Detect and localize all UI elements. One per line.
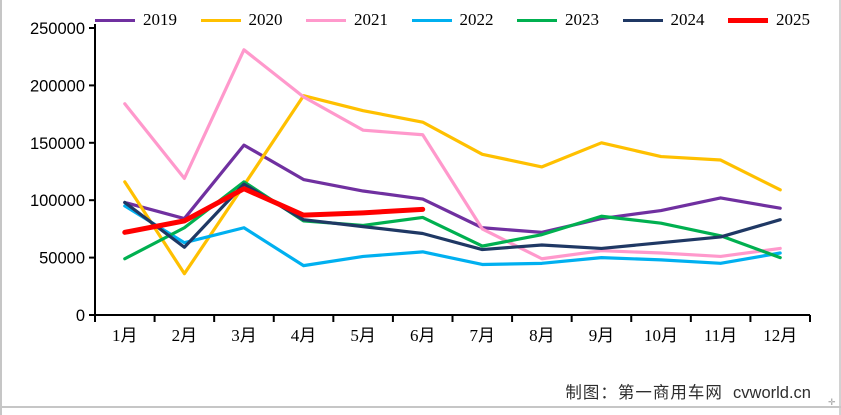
- x-tick-label-6月: 6月: [410, 326, 436, 345]
- x-tick-label-5月: 5月: [350, 326, 376, 345]
- series-line-2019: [123, 143, 782, 234]
- x-tick-label-8月: 8月: [529, 326, 555, 345]
- legend-line-swatch-2025: [728, 17, 768, 23]
- y-tick-label: 100000: [30, 192, 85, 210]
- x-tick-label-2月: 2月: [172, 326, 198, 345]
- credit-text: 制图：第一商用车网: [565, 383, 723, 402]
- resize-handle-mark: ✛: [828, 398, 836, 408]
- legend-line-swatch-2019: [95, 18, 135, 22]
- legend-line-swatch-2021: [306, 18, 346, 22]
- legend-item-2024: 2024: [622, 9, 705, 29]
- y-tick-label: 200000: [30, 77, 85, 95]
- frame-bottom-line: [0, 406, 841, 408]
- legend-label-2024: 2024: [670, 9, 705, 29]
- legend-label-2019: 2019: [143, 9, 177, 29]
- x-tick-label-7月: 7月: [470, 326, 496, 345]
- legend-item-2025: 2025: [728, 9, 810, 29]
- frame-left-line: [0, 0, 2, 415]
- legend-item-2021: 2021: [306, 9, 388, 29]
- credit-footer: 制图：第一商用车网 cvworld.cn: [565, 379, 811, 403]
- legend-label-2020: 2020: [248, 9, 283, 29]
- credit-site-url: cvworld.cn: [733, 384, 811, 402]
- chart-legend: 2019 2020 2021 2022 2023 2024 2025: [95, 9, 810, 31]
- x-tick-label-4月: 4月: [291, 326, 317, 345]
- x-tick-label-12月: 12月: [763, 326, 797, 345]
- series-line-2025: [122, 186, 426, 235]
- y-tick-label: 150000: [30, 135, 85, 153]
- frame-right-line: [839, 0, 841, 415]
- legend-item-2023: 2023: [517, 9, 599, 29]
- series-line-2023: [123, 180, 782, 261]
- legend-label-2025: 2025: [776, 9, 810, 29]
- y-tick-label: 0: [76, 307, 85, 325]
- legend-label-2023: 2023: [565, 9, 599, 29]
- y-tick-label: 50000: [39, 250, 85, 268]
- x-tick-label-1月: 1月: [112, 326, 138, 345]
- legend-item-2020: 2020: [200, 9, 283, 29]
- legend-item-2019: 2019: [95, 9, 177, 29]
- x-tick-label-10月: 10月: [644, 326, 678, 345]
- legend-line-swatch-2024: [622, 18, 663, 22]
- y-tick-label: 250000: [30, 20, 85, 38]
- series-line-2021: [123, 48, 782, 261]
- series-line-2022: [123, 204, 782, 268]
- legend-line-swatch-2020: [200, 18, 241, 22]
- legend-item-2022: 2022: [411, 9, 494, 29]
- legend-line-swatch-2023: [517, 18, 557, 22]
- legend-label-2022: 2022: [459, 9, 494, 29]
- x-tick-label-11月: 11月: [704, 326, 737, 345]
- x-tick-label-3月: 3月: [231, 326, 257, 345]
- series-line-2020: [123, 94, 782, 276]
- x-tick-label-9月: 9月: [589, 326, 615, 345]
- legend-label-2021: 2021: [354, 9, 388, 29]
- legend-line-swatch-2022: [411, 18, 452, 22]
